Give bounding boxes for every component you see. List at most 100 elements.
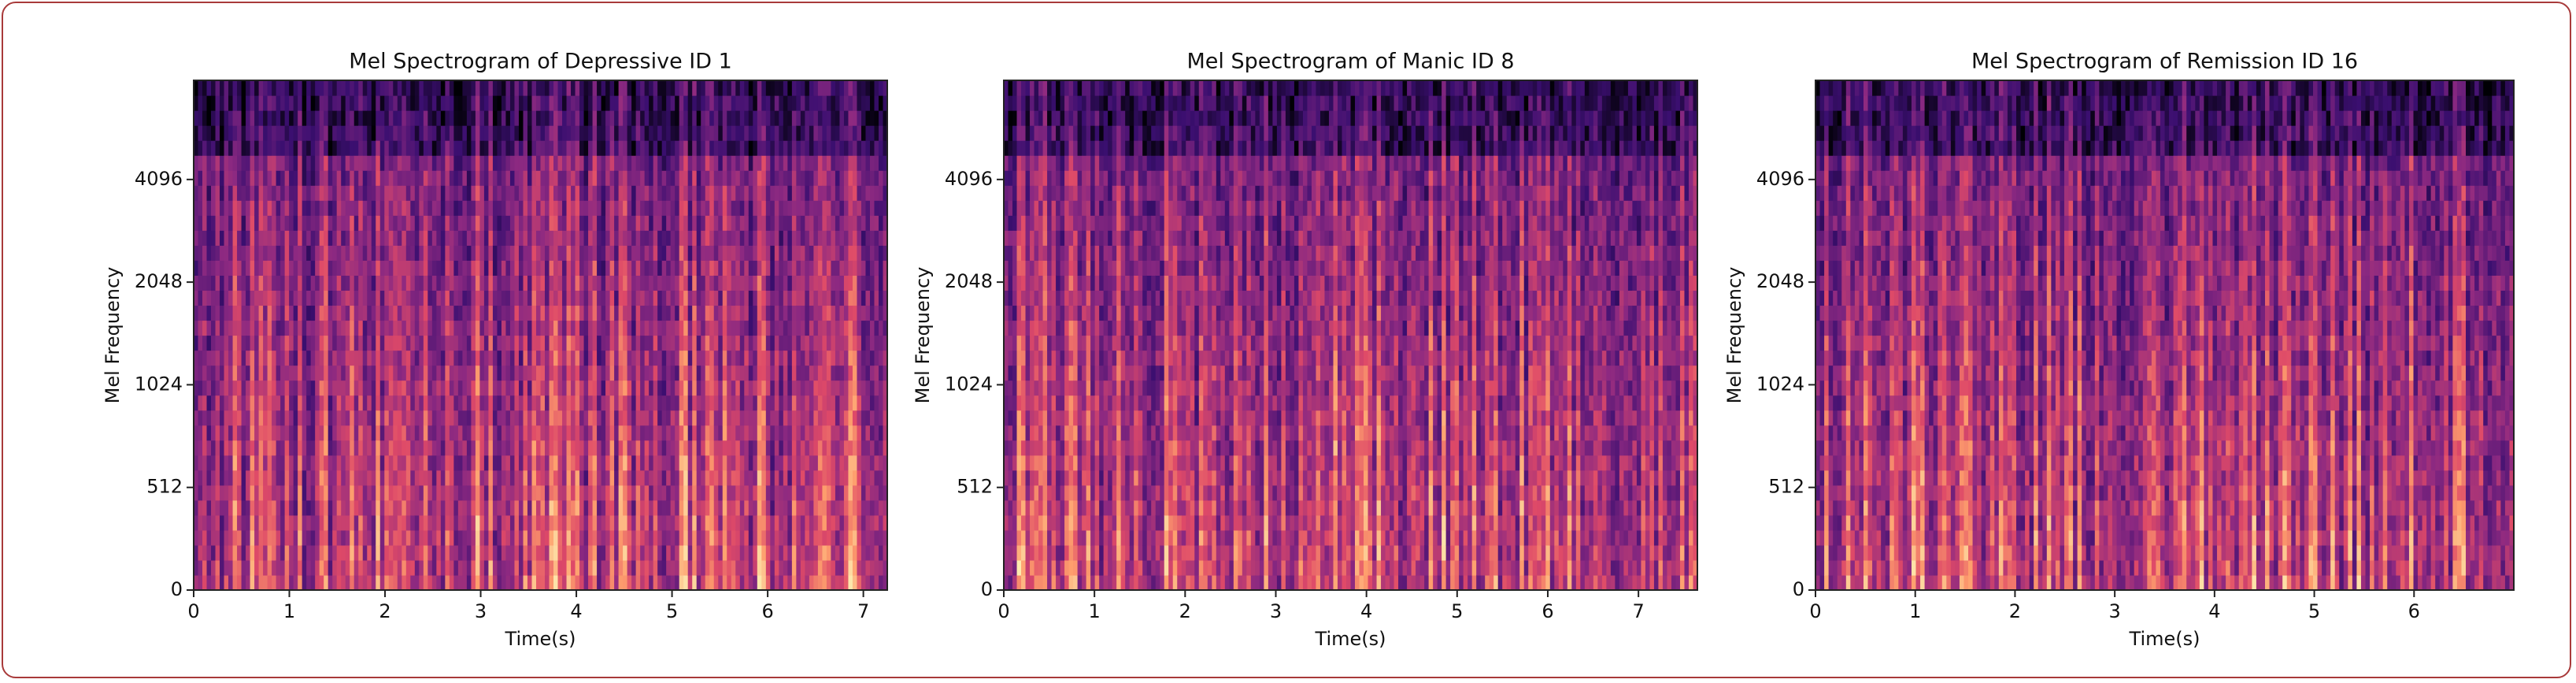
spectrogram-cell (761, 559, 767, 576)
spectrogram-cell (194, 260, 199, 276)
spectrogram-cell (566, 529, 572, 546)
spectrogram-cell (206, 140, 212, 156)
spectrogram-cell (509, 440, 516, 456)
spectrogram-cell (644, 455, 650, 471)
spectrogram-cell (319, 215, 324, 231)
spectrogram-cell (675, 350, 680, 366)
spectrogram-cell (774, 80, 779, 96)
spectrogram-cell (757, 484, 762, 501)
spectrogram-cell (601, 215, 606, 231)
spectrogram-cell (419, 305, 424, 321)
spectrogram-cell (540, 215, 546, 231)
spectrogram-cell (518, 440, 524, 456)
spectrogram-cell (405, 95, 411, 111)
spectrogram-cell (566, 230, 572, 246)
spectrogram-cell (566, 305, 572, 321)
spectrogram-cell (744, 170, 749, 186)
spectrogram-cell (475, 455, 481, 471)
spectrogram-cell (653, 335, 658, 351)
spectrogram-cell (492, 395, 498, 411)
spectrogram-cell (501, 440, 507, 456)
spectrogram-cell (653, 559, 658, 576)
spectrogram-cell (202, 529, 208, 546)
spectrogram-cell (813, 470, 819, 486)
spectrogram-cell (549, 170, 554, 186)
spectrogram-cell (284, 305, 290, 321)
spectrogram-cell (761, 230, 767, 246)
spectrogram-cell (805, 125, 810, 141)
spectrogram-cell (194, 470, 199, 486)
spectrogram-cell (696, 470, 701, 486)
spectrogram-cell (722, 425, 727, 441)
spectrogram-cell (735, 95, 741, 111)
spectrogram-cell (241, 574, 246, 591)
spectrogram-cell (397, 514, 402, 531)
spectrogram-cell (605, 425, 611, 441)
spectrogram-cell (635, 499, 641, 516)
spectrogram-cell (705, 110, 710, 126)
spectrogram-cell (436, 335, 442, 351)
spectrogram-cell (527, 200, 533, 216)
spectrogram-cell (566, 395, 572, 411)
spectrogram-cell (735, 80, 741, 96)
spectrogram-cell (571, 290, 576, 306)
spectrogram-cell (614, 499, 620, 516)
spectrogram-cell (272, 544, 277, 561)
spectrogram-cell (753, 260, 758, 276)
spectrogram-cell (449, 395, 454, 411)
spectrogram-cell (605, 335, 611, 351)
spectrogram-cell (514, 215, 520, 231)
spectrogram-cell (492, 484, 498, 501)
spectrogram-cell (609, 455, 615, 471)
spectrogram-cell (805, 155, 810, 171)
spectrogram-cell (263, 95, 268, 111)
spectrogram-cell (545, 320, 550, 336)
spectrogram-cell (770, 544, 775, 561)
spectrogram-cell (220, 544, 225, 561)
spectrogram-cell (488, 80, 494, 96)
spectrogram-cell (224, 275, 229, 291)
spectrogram-cell (713, 544, 719, 561)
spectrogram-cell (601, 350, 606, 366)
spectrogram-cell (696, 230, 701, 246)
spectrogram-cell (623, 80, 628, 96)
spectrogram-cell (809, 275, 814, 291)
spectrogram-cell (614, 245, 620, 261)
spectrogram-cell (735, 380, 741, 396)
spectrogram-cell (557, 140, 563, 156)
spectrogram-cell (194, 245, 199, 261)
spectrogram-cell (826, 559, 832, 576)
spectrogram-cell (583, 140, 589, 156)
spectrogram-cell (215, 215, 220, 231)
spectrogram-cell (783, 80, 788, 96)
spectrogram-cell (796, 230, 801, 246)
spectrogram-cell (531, 125, 537, 141)
spectrogram-cell (701, 185, 706, 201)
spectrogram-cell (293, 455, 298, 471)
spectrogram-cell (362, 170, 368, 186)
spectrogram-cell (215, 305, 220, 321)
spectrogram-cell (592, 125, 598, 141)
spectrogram-cell (315, 245, 320, 261)
spectrogram-cell (457, 410, 463, 426)
spectrogram-cell (631, 155, 637, 171)
spectrogram-cell (713, 290, 719, 306)
spectrogram-cell (813, 320, 819, 336)
spectrogram-cell (627, 484, 632, 501)
spectrogram-cell (224, 155, 229, 171)
spectrogram-cell (453, 80, 459, 96)
spectrogram-cell (657, 320, 663, 336)
spectrogram-cell (696, 110, 701, 126)
spectrogram-cell (419, 455, 424, 471)
spectrogram-cell (635, 80, 641, 96)
spectrogram-cell (753, 484, 758, 501)
spectrogram-cell (263, 200, 268, 216)
spectrogram-cell (431, 425, 437, 441)
spectrogram-cell (194, 155, 199, 171)
spectrogram-cell (220, 155, 225, 171)
spectrogram-cell (483, 80, 490, 96)
spectrogram-cell (384, 514, 390, 531)
spectrogram-cell (661, 544, 667, 561)
spectrogram-cell (800, 455, 805, 471)
spectrogram-cell (306, 155, 312, 171)
